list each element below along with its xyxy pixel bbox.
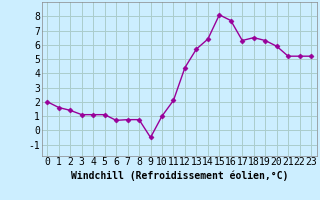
X-axis label: Windchill (Refroidissement éolien,°C): Windchill (Refroidissement éolien,°C) <box>70 170 288 181</box>
